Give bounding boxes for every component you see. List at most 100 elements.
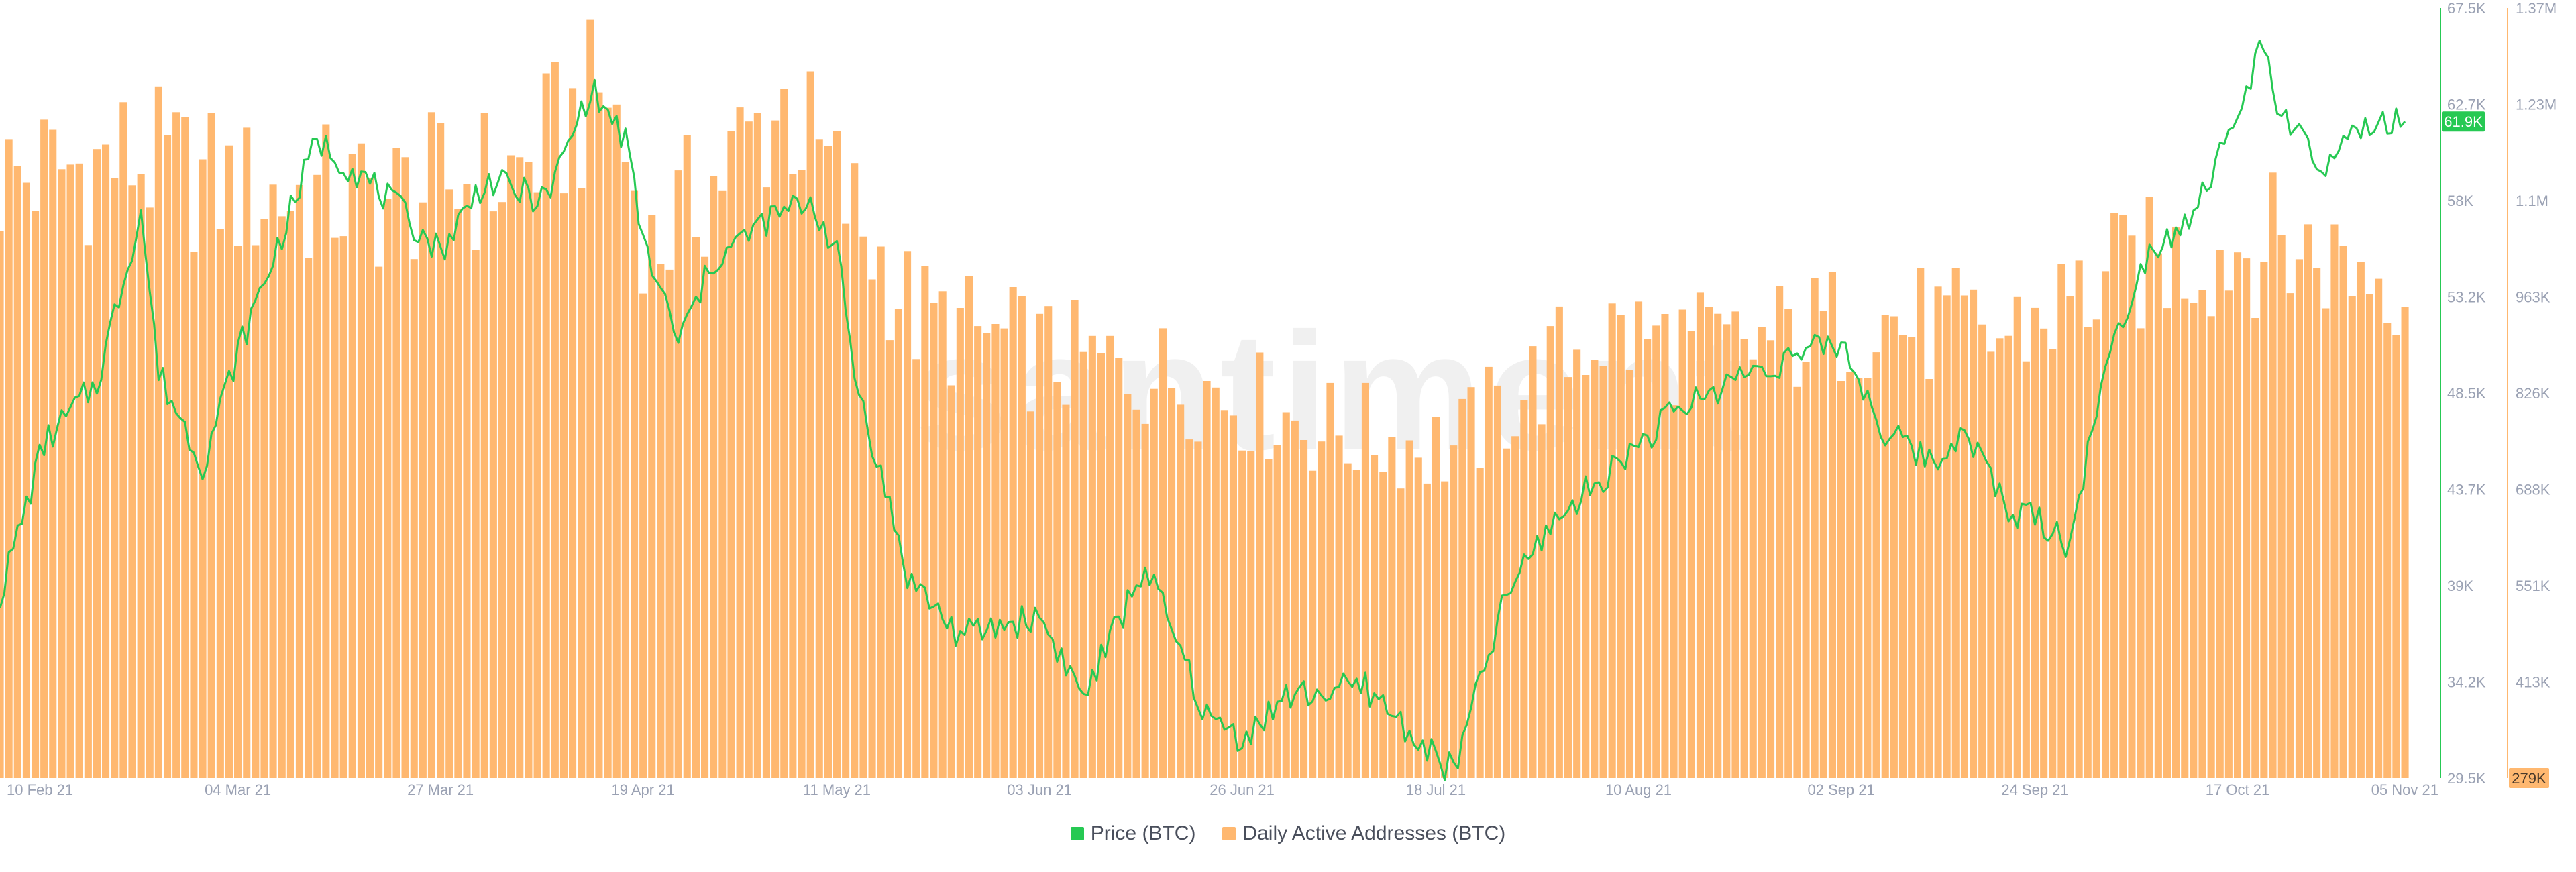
address-bar (1960, 295, 1968, 778)
address-bar (5, 139, 13, 778)
address-bar (260, 219, 268, 778)
address-bar (1696, 292, 1704, 778)
address-bar (1194, 441, 1202, 778)
address-bar (2119, 215, 2127, 778)
address-bar (480, 113, 488, 778)
legend-item-price[interactable]: Price (BTC) (1070, 822, 1195, 845)
address-bar (533, 192, 541, 779)
address-bar (489, 211, 497, 779)
x-tick-label: 17 Oct 21 (2206, 781, 2269, 798)
address-bar (824, 146, 832, 778)
address-bar (207, 113, 215, 778)
address-bar (66, 164, 74, 778)
price-tick-label: 53.2K (2447, 289, 2486, 306)
legend-item-addresses[interactable]: Daily Active Addresses (BTC) (1222, 822, 1505, 845)
legend-addresses-label: Daily Active Addresses (BTC) (1242, 822, 1506, 844)
address-bar (2198, 290, 2206, 778)
address-bar (1053, 382, 1061, 778)
x-tick-label: 26 Jun 21 (1210, 781, 1275, 798)
address-bar (965, 276, 973, 778)
address-bar (516, 157, 524, 779)
address-bar (1881, 315, 1889, 778)
address-bar (1476, 468, 1484, 778)
addresses-axis: 1.37M 1.23M 1.1M 963K 826K 688K 551K 413K 279K (2507, 0, 2557, 788)
address-bar (930, 303, 938, 778)
address-bar (2040, 328, 2048, 778)
address-bar (2102, 271, 2110, 778)
address-bar (1282, 412, 1290, 778)
address-bar (1036, 313, 1044, 778)
address-bar (410, 259, 418, 778)
address-bar (111, 178, 119, 778)
address-bar (1379, 472, 1387, 778)
address-bar (753, 113, 761, 778)
address-bar (921, 266, 929, 778)
address-bar (1458, 398, 1466, 778)
address-bar (1731, 311, 1739, 778)
address-bar (1943, 295, 1951, 778)
address-bar (93, 149, 101, 778)
address-bar (2375, 278, 2383, 779)
address-bar (745, 121, 753, 778)
address-bar (798, 170, 806, 778)
address-bar (1168, 388, 1176, 778)
address-bar (1925, 379, 1933, 778)
address-bar (2207, 316, 2215, 778)
price-tick-label: 43.7K (2447, 482, 2486, 498)
address-bar (815, 139, 823, 779)
address-bar (1687, 331, 1695, 778)
address-bar (392, 148, 400, 778)
address-bar (1951, 268, 1960, 779)
address-bar (181, 117, 189, 778)
address-bar (1088, 335, 1096, 778)
address-bar (1256, 352, 1264, 778)
address-bar (1414, 457, 1422, 778)
address-bar (49, 129, 57, 778)
addresses-tick-label: 826K (2516, 385, 2551, 402)
address-bar (2057, 264, 2065, 778)
x-tick-label: 10 Aug 21 (1605, 781, 1672, 798)
address-bar (956, 308, 964, 778)
addresses-tick-label: 1.37M (2516, 0, 2557, 17)
address-bar (2075, 260, 2083, 778)
address-bar (286, 211, 294, 778)
address-bar (1352, 470, 1360, 778)
address-bar (137, 174, 145, 778)
addresses-min-badge-label: 279K (2512, 770, 2546, 787)
address-bar (119, 102, 127, 779)
x-tick-label: 04 Mar 21 (205, 781, 271, 798)
address-bar (1767, 340, 1775, 778)
address-bar (1467, 387, 1475, 778)
price-tick-label: 29.5K (2447, 770, 2486, 787)
address-bar (762, 187, 770, 779)
address-bar (947, 385, 955, 778)
address-bar (199, 159, 207, 778)
address-bar (983, 333, 991, 778)
address-bar (542, 73, 550, 778)
address-bar (1361, 382, 1369, 778)
address-bar (58, 169, 66, 779)
address-bar (1097, 353, 1105, 778)
address-bar (1678, 309, 1686, 778)
address-bar (1291, 420, 1299, 778)
address-bar (1405, 440, 1413, 778)
x-tick-label: 27 Mar 21 (407, 781, 474, 798)
address-bar (648, 215, 656, 778)
address-bar (339, 236, 347, 779)
address-bar (154, 86, 162, 778)
address-bar (2224, 290, 2233, 778)
address-bar (2172, 227, 2180, 779)
address-bar (2243, 258, 2251, 779)
address-bar (498, 202, 506, 778)
address-bar (692, 237, 700, 778)
address-bar (551, 62, 559, 779)
legend: Price (BTC) Daily Active Addresses (BTC) (0, 822, 2576, 845)
address-bar (1115, 358, 1123, 778)
address-bar (595, 92, 603, 779)
address-bar (2260, 262, 2268, 779)
address-bar (1555, 306, 1563, 778)
address-bar (1423, 483, 1431, 778)
address-bar (1573, 349, 1581, 778)
address-bar (2110, 213, 2118, 778)
address-bar (84, 245, 92, 778)
